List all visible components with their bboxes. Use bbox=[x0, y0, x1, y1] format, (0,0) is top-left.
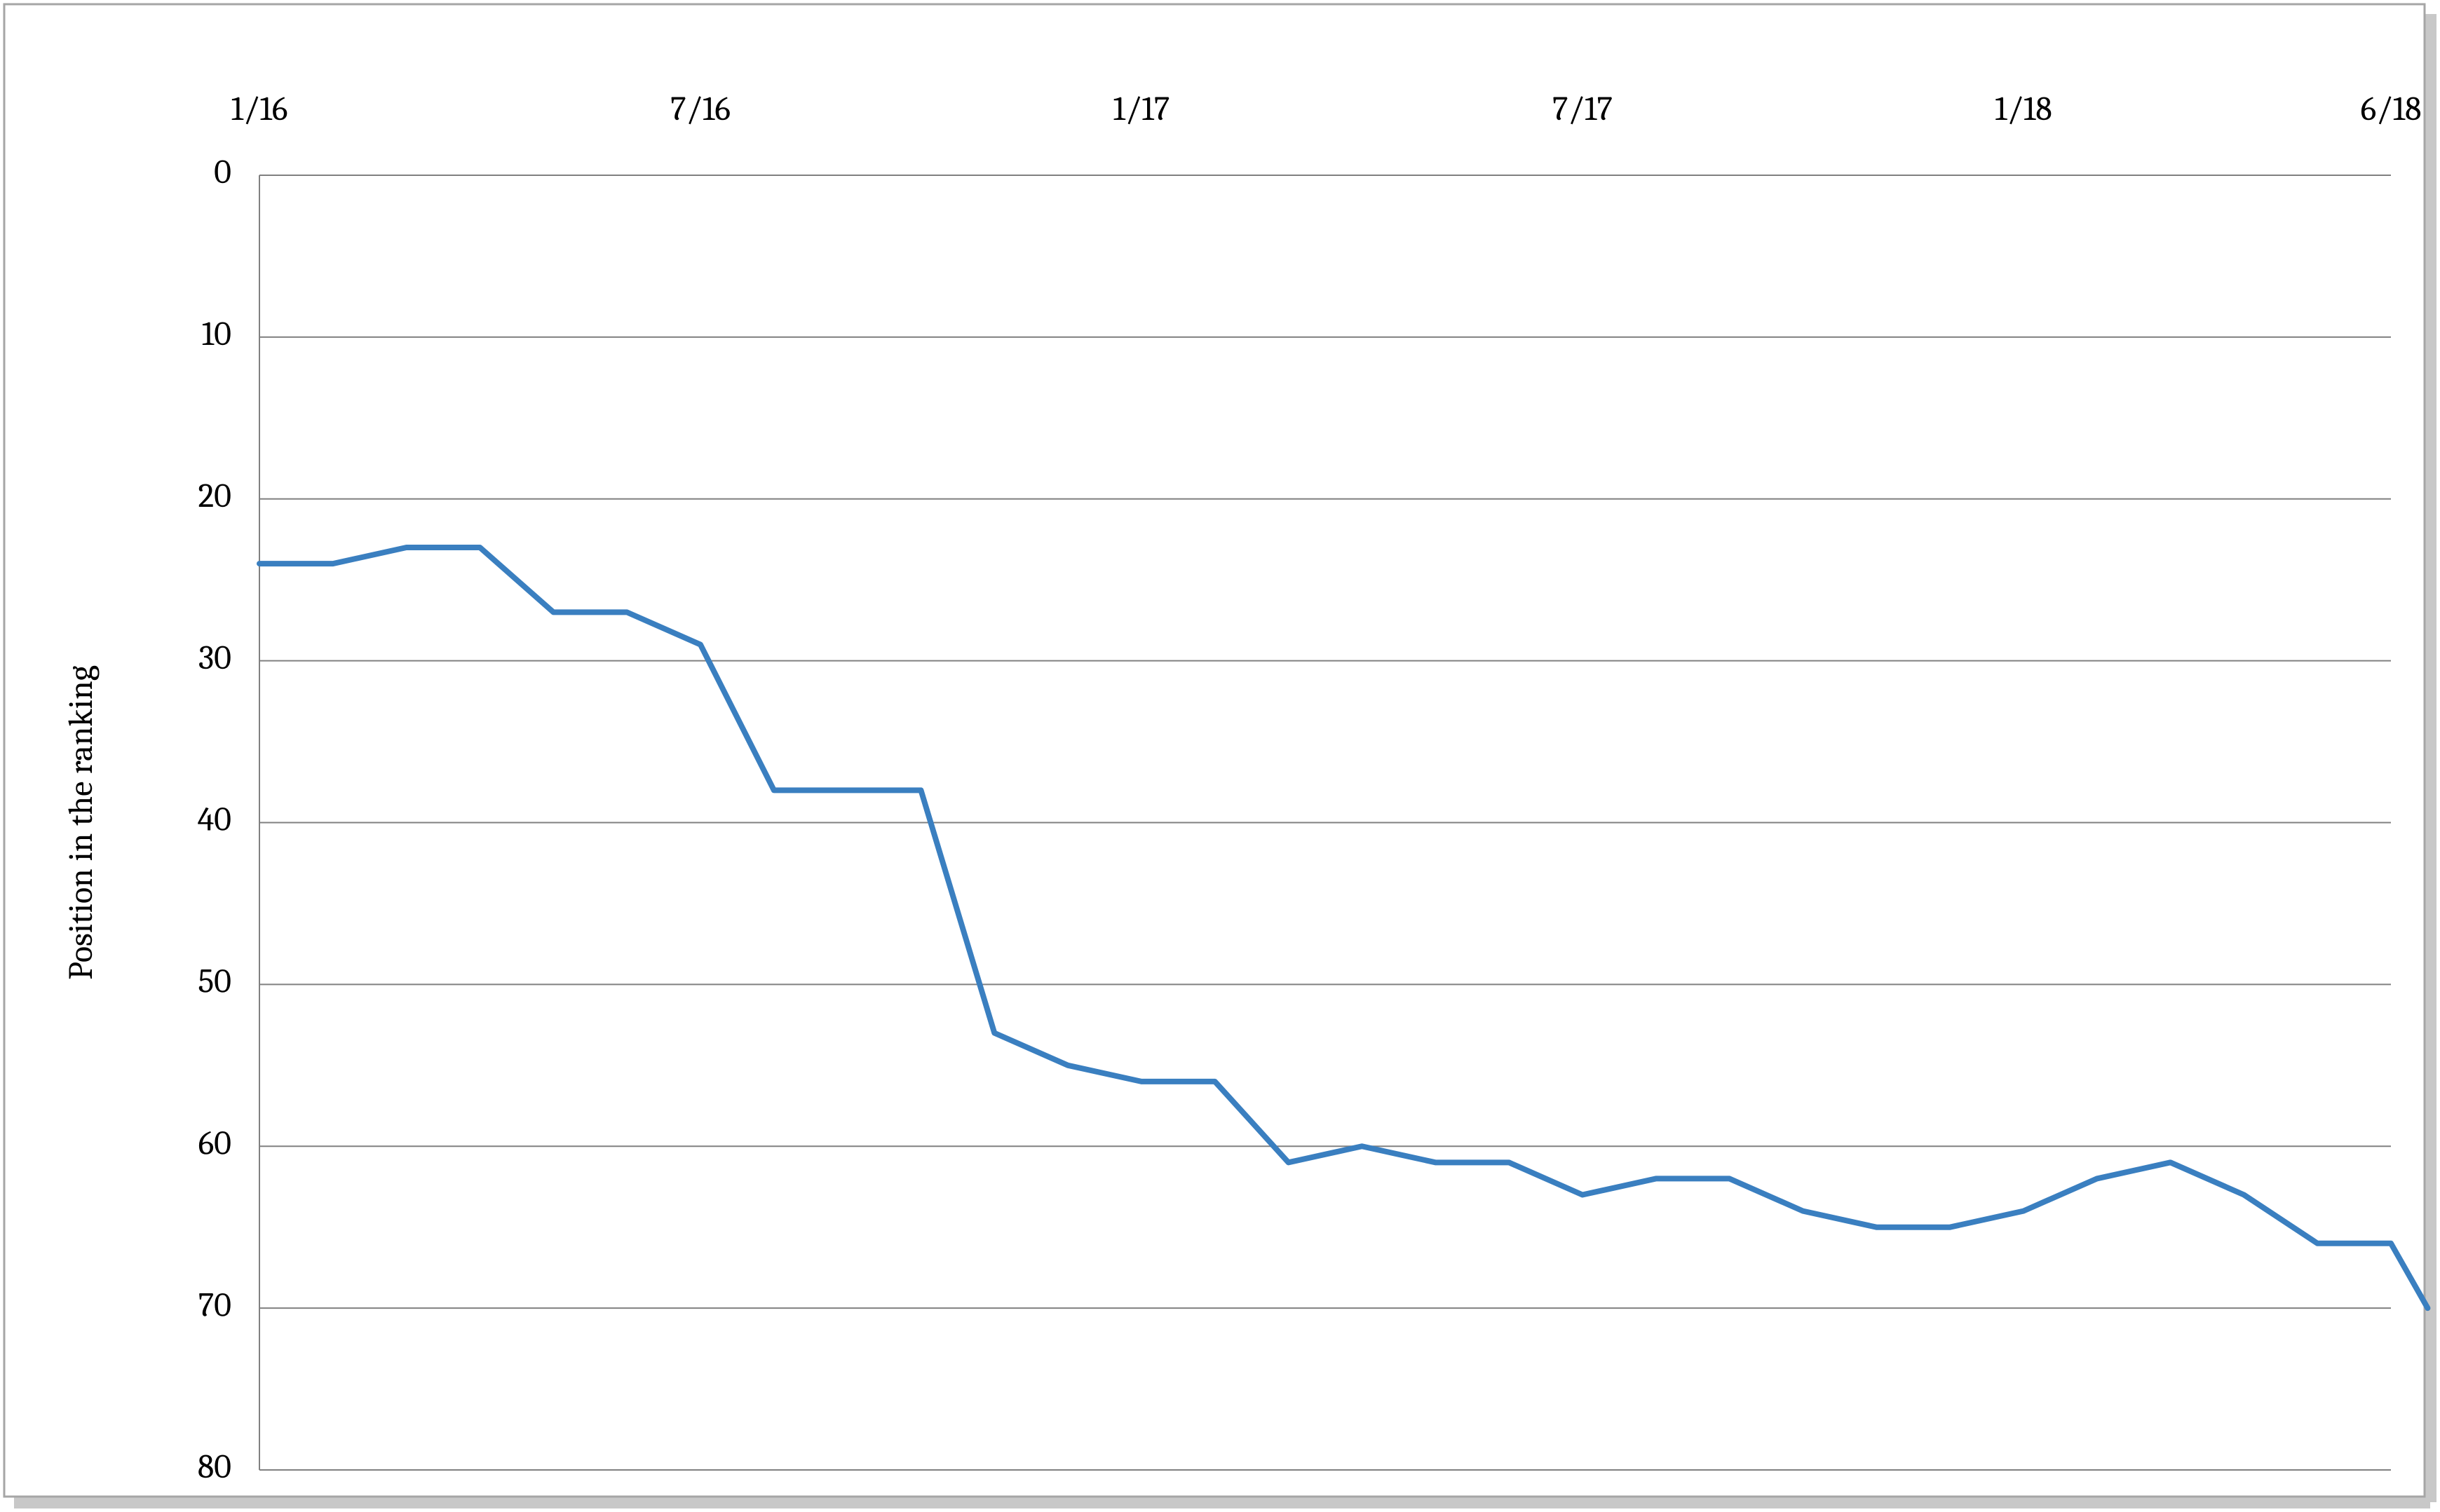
x-tick-label: 7/17 bbox=[1552, 90, 1613, 128]
chart-svg: 0 10 20 30 40 50 60 70 80 1/16 7/16 1/17 7/17 1/18 6/1… bbox=[0, 0, 2440, 1512]
y-tick-label: 70 bbox=[198, 1286, 231, 1324]
y-tick-label: 60 bbox=[198, 1124, 231, 1162]
x-tick-label: 1/18 bbox=[1995, 90, 2052, 128]
y-tick-label: 50 bbox=[198, 962, 231, 1001]
x-tick-label: 1/16 bbox=[231, 90, 288, 128]
y-tick-label: 10 bbox=[202, 315, 231, 353]
x-tick-label: 1/17 bbox=[1113, 90, 1170, 128]
x-tick-label: 7/16 bbox=[670, 90, 731, 128]
ranking-line-chart: 0 10 20 30 40 50 60 70 80 1/16 7/16 1/17 7/17 1/18 6/1… bbox=[0, 0, 2440, 1512]
y-tick-label: 20 bbox=[198, 477, 231, 515]
y-tick-label: 30 bbox=[198, 639, 231, 677]
x-tick-label: 6/18 bbox=[2361, 90, 2422, 128]
y-tick-label: 40 bbox=[198, 801, 231, 839]
y-axis-label: Position in the ranking bbox=[62, 665, 100, 980]
y-tick-label: 0 bbox=[214, 153, 231, 191]
y-tick-label: 80 bbox=[198, 1448, 231, 1486]
